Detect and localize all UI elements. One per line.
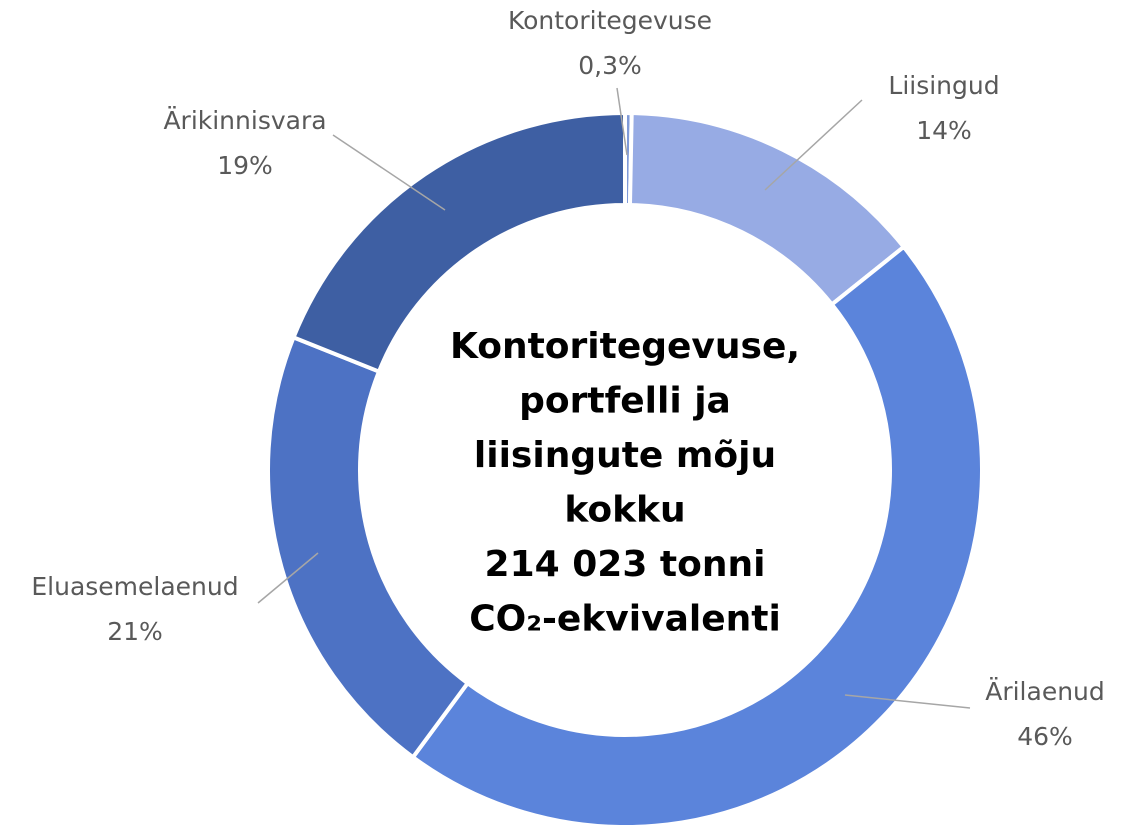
- category-label: Ärilaenud: [985, 677, 1105, 706]
- center-text: liisingute mõju: [474, 435, 776, 476]
- center-text: CO₂-ekvivalenti: [469, 599, 781, 640]
- donut-slice: [266, 334, 471, 761]
- value-label: 19%: [217, 151, 273, 180]
- category-label: Liisingud: [888, 71, 999, 100]
- center-text: 214 023 tonni: [485, 544, 766, 585]
- leader-line: [257, 552, 319, 604]
- leader-line: [332, 134, 446, 211]
- center-text: portfelli ja: [519, 381, 731, 422]
- value-label: 14%: [916, 116, 972, 145]
- value-label: 0,3%: [578, 51, 642, 80]
- leader-line: [616, 87, 628, 156]
- donut-slice: [410, 244, 984, 825]
- category-label: Ärikinnisvara: [163, 106, 326, 135]
- center-text: kokku: [564, 490, 685, 531]
- category-label: Eluasemelaenud: [31, 572, 238, 601]
- donut-slice: [627, 111, 907, 308]
- center-text: Kontoritegevuse,: [450, 326, 800, 367]
- value-label: 46%: [1017, 722, 1073, 751]
- leader-line: [844, 694, 971, 709]
- leader-line: [764, 99, 863, 191]
- value-label: 21%: [107, 617, 163, 646]
- category-label: Kontoritegevuse: [508, 6, 712, 35]
- donut-slice: [290, 110, 627, 375]
